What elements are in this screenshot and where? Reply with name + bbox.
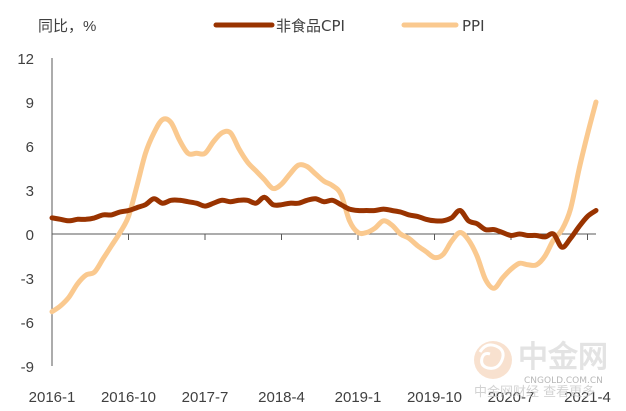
x-tick-label: 2021-4 xyxy=(564,389,611,406)
x-tick-label: 2019-10 xyxy=(407,389,462,406)
watermark-faint: 中金网财经 查看更多 xyxy=(474,384,595,400)
y-tick-label: -9 xyxy=(21,359,34,376)
x-tick-label: 2016-1 xyxy=(29,389,76,406)
x-tick-label: 2019-1 xyxy=(335,389,382,406)
unit-label: 同比，% xyxy=(38,18,96,35)
plot-area xyxy=(49,99,599,315)
y-tick-label: 9 xyxy=(26,95,34,112)
series-line-non-food-cpi xyxy=(49,194,599,250)
y-tick-label: -3 xyxy=(21,271,34,288)
legend-label-series-1: PPI xyxy=(462,17,485,35)
y-axis: -9 -6 -3 0 3 6 9 12 xyxy=(17,51,53,376)
legend: 非食品CPI PPI xyxy=(213,17,485,35)
y-tick-label: 12 xyxy=(17,51,34,68)
series-line-ppi xyxy=(49,99,599,315)
y-tick-label: 0 xyxy=(26,227,34,244)
y-tick-label: -6 xyxy=(21,315,34,332)
y-tick-label: 6 xyxy=(26,139,34,156)
legend-label-series-0: 非食品CPI xyxy=(276,17,345,35)
x-tick-label: 2017-7 xyxy=(182,389,229,406)
watermark-logo xyxy=(474,341,512,379)
watermark: 中金网 CNGOLD.COM.CN 中金网财经 查看更多 xyxy=(474,340,608,400)
x-tick-label: 2020-7 xyxy=(488,389,535,406)
x-tick-label: 2016-10 xyxy=(101,389,156,406)
x-tick-label: 2018-4 xyxy=(258,389,305,406)
y-tick-label: 3 xyxy=(26,183,34,200)
watermark-domain: CNGOLD.COM.CN xyxy=(524,376,603,386)
x-axis: 2016-1 2016-10 2017-7 2018-4 2019-1 2019-10 20… xyxy=(29,233,611,406)
watermark-brand: 中金网 xyxy=(518,340,608,375)
